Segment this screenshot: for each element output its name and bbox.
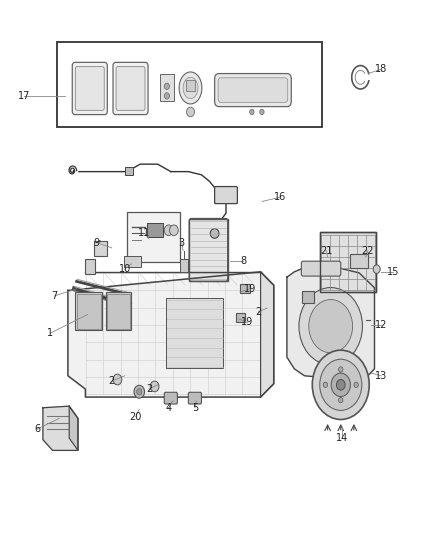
Text: 18: 18 <box>375 64 387 74</box>
Text: 11: 11 <box>138 229 151 238</box>
Bar <box>124 256 141 266</box>
Text: 17: 17 <box>18 91 30 101</box>
Circle shape <box>164 93 170 99</box>
Circle shape <box>312 350 369 419</box>
Text: 19: 19 <box>244 284 256 294</box>
Circle shape <box>113 374 122 385</box>
Polygon shape <box>261 272 274 397</box>
Bar <box>320 232 376 292</box>
Text: 2: 2 <box>109 376 115 386</box>
Text: 6: 6 <box>34 424 40 434</box>
FancyBboxPatch shape <box>215 74 291 107</box>
FancyBboxPatch shape <box>215 187 237 204</box>
Bar <box>240 284 250 293</box>
Bar <box>302 291 314 303</box>
Circle shape <box>164 225 173 236</box>
Ellipse shape <box>210 229 219 238</box>
Bar <box>189 219 228 281</box>
Circle shape <box>336 379 345 390</box>
FancyBboxPatch shape <box>218 78 288 102</box>
Bar <box>107 294 130 329</box>
Bar <box>75 292 102 330</box>
Text: 1: 1 <box>47 328 53 338</box>
Bar <box>106 292 131 330</box>
Ellipse shape <box>309 300 353 353</box>
Polygon shape <box>43 406 78 450</box>
Bar <box>186 80 195 91</box>
Text: 13: 13 <box>375 371 387 381</box>
Text: 15: 15 <box>387 267 399 277</box>
FancyBboxPatch shape <box>72 62 107 115</box>
Text: 16: 16 <box>274 192 286 202</box>
Text: 2: 2 <box>146 384 152 394</box>
Text: 12: 12 <box>375 320 387 330</box>
Text: 19: 19 <box>241 318 254 327</box>
Circle shape <box>150 381 159 392</box>
Bar <box>94 241 107 256</box>
Polygon shape <box>69 406 78 450</box>
Bar <box>320 232 376 292</box>
Bar <box>127 212 180 262</box>
Text: 9: 9 <box>93 238 99 247</box>
Circle shape <box>323 382 328 387</box>
Ellipse shape <box>179 72 202 104</box>
Circle shape <box>164 83 170 90</box>
Text: 21: 21 <box>320 246 332 255</box>
Text: 4: 4 <box>166 403 172 413</box>
Polygon shape <box>287 266 374 378</box>
Circle shape <box>339 398 343 403</box>
Bar <box>160 74 174 101</box>
Bar <box>77 294 101 329</box>
Ellipse shape <box>183 77 198 99</box>
FancyBboxPatch shape <box>301 261 341 276</box>
Text: 7: 7 <box>52 291 58 301</box>
Text: 22: 22 <box>362 246 374 255</box>
FancyBboxPatch shape <box>113 62 148 115</box>
FancyBboxPatch shape <box>116 67 145 110</box>
Bar <box>125 167 133 175</box>
Circle shape <box>134 385 145 398</box>
Bar <box>147 223 163 237</box>
Text: 5: 5 <box>192 403 198 413</box>
Polygon shape <box>68 272 274 397</box>
Circle shape <box>170 225 178 236</box>
Bar <box>350 254 368 268</box>
Circle shape <box>320 359 362 410</box>
Ellipse shape <box>299 288 362 365</box>
Circle shape <box>260 109 264 115</box>
Bar <box>85 259 95 274</box>
Bar <box>57 42 322 127</box>
FancyBboxPatch shape <box>188 392 201 404</box>
Text: 3: 3 <box>179 238 185 247</box>
Circle shape <box>373 265 380 273</box>
Circle shape <box>250 109 254 115</box>
Bar <box>180 259 188 272</box>
Text: 2: 2 <box>255 307 261 317</box>
Circle shape <box>331 373 350 397</box>
Circle shape <box>187 107 194 117</box>
Circle shape <box>339 367 343 372</box>
FancyBboxPatch shape <box>75 67 104 110</box>
Bar <box>236 313 245 322</box>
Text: 20: 20 <box>130 412 142 422</box>
FancyBboxPatch shape <box>164 392 177 404</box>
Text: 10: 10 <box>119 264 131 274</box>
Text: 14: 14 <box>336 433 348 443</box>
Bar <box>166 298 223 368</box>
Circle shape <box>137 389 142 395</box>
Text: 8: 8 <box>240 256 246 266</box>
Circle shape <box>354 382 358 387</box>
